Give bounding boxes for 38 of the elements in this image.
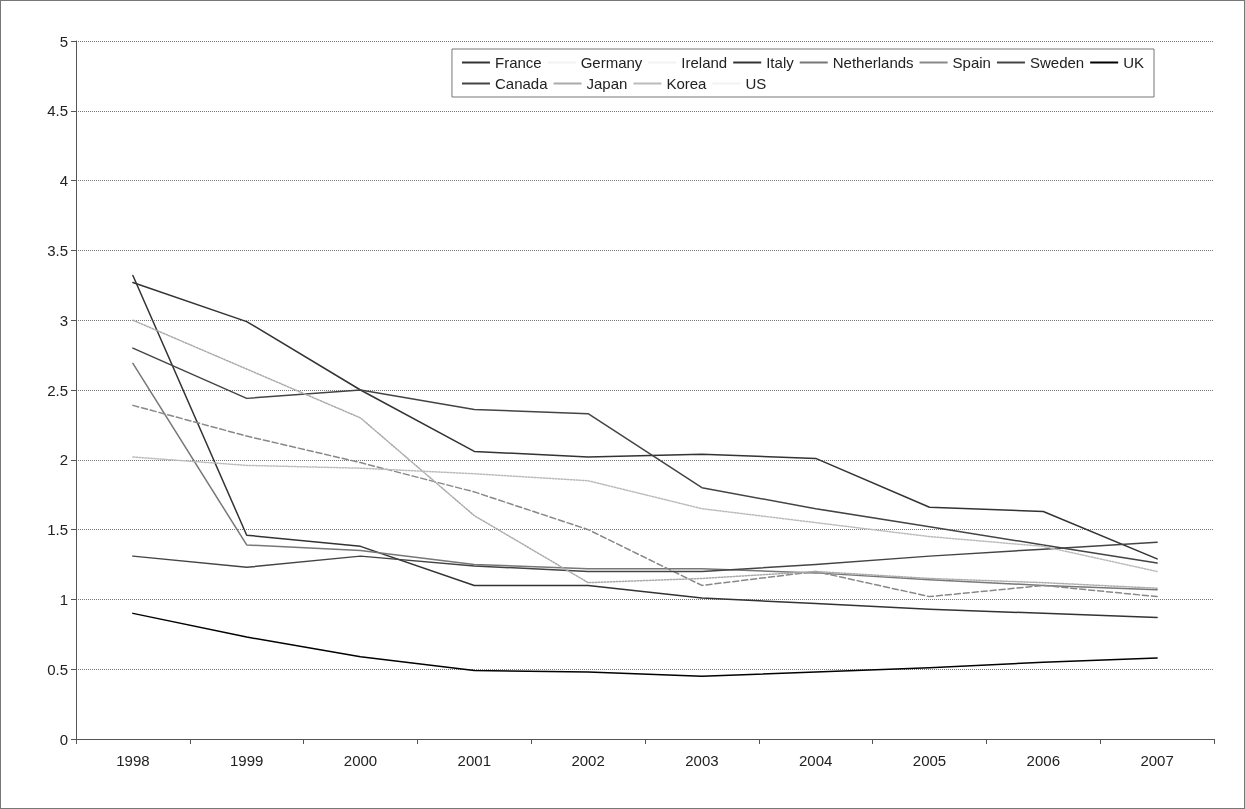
line-series xyxy=(132,456,1158,573)
y-tick-label: 3.5 xyxy=(47,241,68,259)
legend-label: Germany xyxy=(580,54,643,71)
x-tick-label: 2007 xyxy=(1140,752,1174,769)
line-series xyxy=(132,612,1158,677)
y-tick-label: 3 xyxy=(59,311,68,329)
x-tick-label: 1998 xyxy=(116,752,150,769)
y-tick-label: 2.5 xyxy=(47,381,68,399)
legend-label: Netherlands xyxy=(832,54,914,71)
x-tick-label: 2006 xyxy=(1026,752,1060,769)
legend-label: Spain xyxy=(952,54,991,71)
line-series xyxy=(132,274,1158,619)
legend-label: Italy xyxy=(766,54,795,71)
x-tick-label: 2000 xyxy=(343,752,378,769)
y-tick-label: 1 xyxy=(59,590,68,608)
legend-label: Korea xyxy=(666,75,708,92)
legend-label: Japan xyxy=(586,75,628,92)
x-tick-label: 2005 xyxy=(912,752,947,769)
legend-label: Ireland xyxy=(681,54,728,71)
x-tick-label: 2001 xyxy=(457,752,491,769)
y-tick-label: 0 xyxy=(59,730,68,748)
y-tick-label: 4.5 xyxy=(47,102,68,120)
y-tick-label: 1.5 xyxy=(47,521,68,539)
y-tick-label: 4 xyxy=(59,172,68,190)
x-tick-label: 2003 xyxy=(685,752,719,769)
legend-label: Sweden xyxy=(1029,54,1085,71)
y-tick-label: 5 xyxy=(59,32,68,50)
x-tick-label: 1999 xyxy=(230,752,264,769)
x-tick-label: 2004 xyxy=(799,752,833,769)
y-tick-label: 2 xyxy=(59,451,68,469)
line-series xyxy=(132,404,1158,598)
y-tick-label: 0.5 xyxy=(47,660,68,678)
x-tick-label: 2002 xyxy=(571,752,605,769)
legend-label: France xyxy=(494,54,542,71)
legend-label: UK xyxy=(1123,54,1145,71)
line-series xyxy=(132,319,1158,589)
legend-label: US xyxy=(745,75,767,92)
legend-label: Canada xyxy=(494,75,549,92)
